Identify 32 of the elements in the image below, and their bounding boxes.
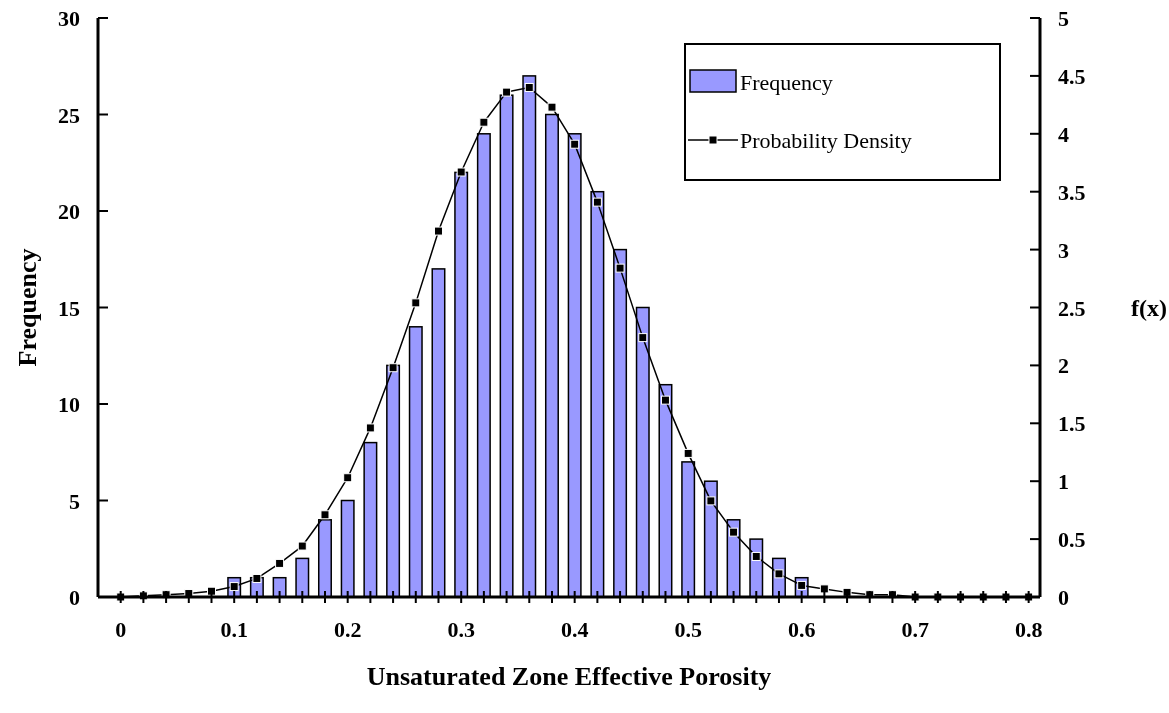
x-tick-label: 0.7 bbox=[901, 617, 929, 642]
y-tick-label: 0 bbox=[69, 585, 80, 610]
y2-tick-label: 3 bbox=[1058, 237, 1069, 263]
legend-label: Frequency bbox=[740, 70, 833, 95]
x-tick-label: 0.5 bbox=[674, 617, 702, 642]
y-tick-label: 30 bbox=[58, 6, 80, 31]
y2-tick-label: 3.5 bbox=[1058, 179, 1086, 205]
y2-axis-title: f(x) bbox=[1131, 294, 1167, 321]
y-tick-label: 10 bbox=[58, 392, 80, 417]
y2-tick-label: 0 bbox=[1058, 585, 1069, 610]
x-tick-label: 0 bbox=[115, 617, 127, 642]
y-tick-label: 25 bbox=[58, 102, 80, 128]
y-tick-label: 15 bbox=[58, 295, 80, 321]
legend-label: Probability Density bbox=[740, 128, 912, 153]
y-tick-label: 5 bbox=[69, 488, 80, 514]
x-tick-label: 0.1 bbox=[220, 617, 248, 642]
y-axis-title: Frequency bbox=[13, 248, 42, 367]
x-axis-title: Unsaturated Zone Effective Porosity bbox=[366, 662, 772, 691]
y2-tick-label: 2.5 bbox=[1058, 295, 1086, 321]
y2-tick-label: 5 bbox=[1058, 6, 1069, 31]
y2-tick-label: 4 bbox=[1058, 121, 1069, 147]
x-tick-label: 0.2 bbox=[333, 617, 362, 642]
y2-tick-label: 1 bbox=[1058, 469, 1069, 495]
y2-tick-label: 0.5 bbox=[1058, 527, 1086, 553]
y2-tick-label: 1.5 bbox=[1058, 411, 1086, 437]
x-tick-label: 0.3 bbox=[447, 617, 475, 642]
y2-tick-label: 2 bbox=[1058, 353, 1069, 379]
y2-tick-label: 4.5 bbox=[1058, 63, 1086, 89]
x-tick-label: 0.8 bbox=[1014, 617, 1043, 642]
y-tick-label: 20 bbox=[58, 199, 80, 224]
x-tick-label: 0.4 bbox=[560, 617, 589, 642]
x-tick-label: 0.6 bbox=[787, 617, 816, 642]
